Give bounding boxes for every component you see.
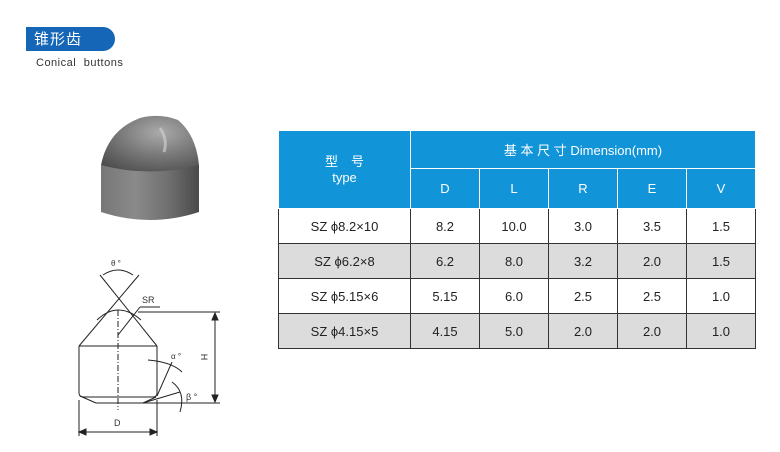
cell-e: 2.5 xyxy=(617,278,687,314)
cell-d: 5.15 xyxy=(410,278,480,314)
cell-d: 4.15 xyxy=(410,313,480,349)
alpha-label: α ° xyxy=(171,352,182,361)
cell-e: 3.5 xyxy=(617,208,687,244)
col-header-v: V xyxy=(686,168,756,209)
sr-label: SR xyxy=(142,295,155,305)
cell-r: 2.0 xyxy=(548,313,618,349)
cell-e: 2.0 xyxy=(617,313,687,349)
type-header-en: type xyxy=(332,169,357,185)
cell-type: SZ ϕ4.15×5 xyxy=(278,313,411,349)
cell-l: 5.0 xyxy=(479,313,549,349)
cell-r: 3.2 xyxy=(548,243,618,279)
cell-d: 8.2 xyxy=(410,208,480,244)
cell-v: 1.5 xyxy=(686,243,756,279)
col-header-d: D xyxy=(410,168,480,209)
cell-r: 3.0 xyxy=(548,208,618,244)
cell-l: 10.0 xyxy=(479,208,549,244)
cell-v: 1.0 xyxy=(686,278,756,314)
cell-e: 2.0 xyxy=(617,243,687,279)
beta-label: β ° xyxy=(186,392,198,402)
h-label: H xyxy=(199,353,210,361)
cell-type: SZ ϕ5.15×6 xyxy=(278,278,411,314)
table-row: SZ ϕ5.15×6 5.15 6.0 2.5 2.5 1.0 xyxy=(278,278,756,314)
cell-type: SZ ϕ6.2×8 xyxy=(278,243,411,279)
d-label: D xyxy=(114,418,121,428)
col-header-l: L xyxy=(479,168,549,209)
section-title-badge: 锥形齿 xyxy=(26,27,115,51)
table-row: SZ ϕ6.2×8 6.2 8.0 3.2 2.0 1.5 xyxy=(278,243,756,279)
cell-v: 1.0 xyxy=(686,313,756,349)
table-row: SZ ϕ4.15×5 4.15 5.0 2.0 2.0 1.0 xyxy=(278,313,756,349)
cell-d: 6.2 xyxy=(410,243,480,279)
dimension-table: 型 号 type 基 本 尺 寸 Dimension(mm) D L R E V… xyxy=(278,130,756,349)
dimension-header: 基 本 尺 寸 Dimension(mm) xyxy=(410,130,756,169)
cell-l: 6.0 xyxy=(479,278,549,314)
cell-r: 2.5 xyxy=(548,278,618,314)
table-row: SZ ϕ8.2×10 8.2 10.0 3.0 3.5 1.5 xyxy=(278,208,756,244)
cell-v: 1.5 xyxy=(686,208,756,244)
theta-label: θ ° xyxy=(111,259,121,268)
cell-type: SZ ϕ8.2×10 xyxy=(278,208,411,244)
section-subtitle: Conical buttons xyxy=(36,57,124,69)
cell-l: 8.0 xyxy=(479,243,549,279)
type-header: 型 号 type xyxy=(278,130,411,209)
col-header-e: E xyxy=(617,168,687,209)
type-header-cn: 型 号 xyxy=(324,153,364,169)
col-header-r: R xyxy=(548,168,618,209)
